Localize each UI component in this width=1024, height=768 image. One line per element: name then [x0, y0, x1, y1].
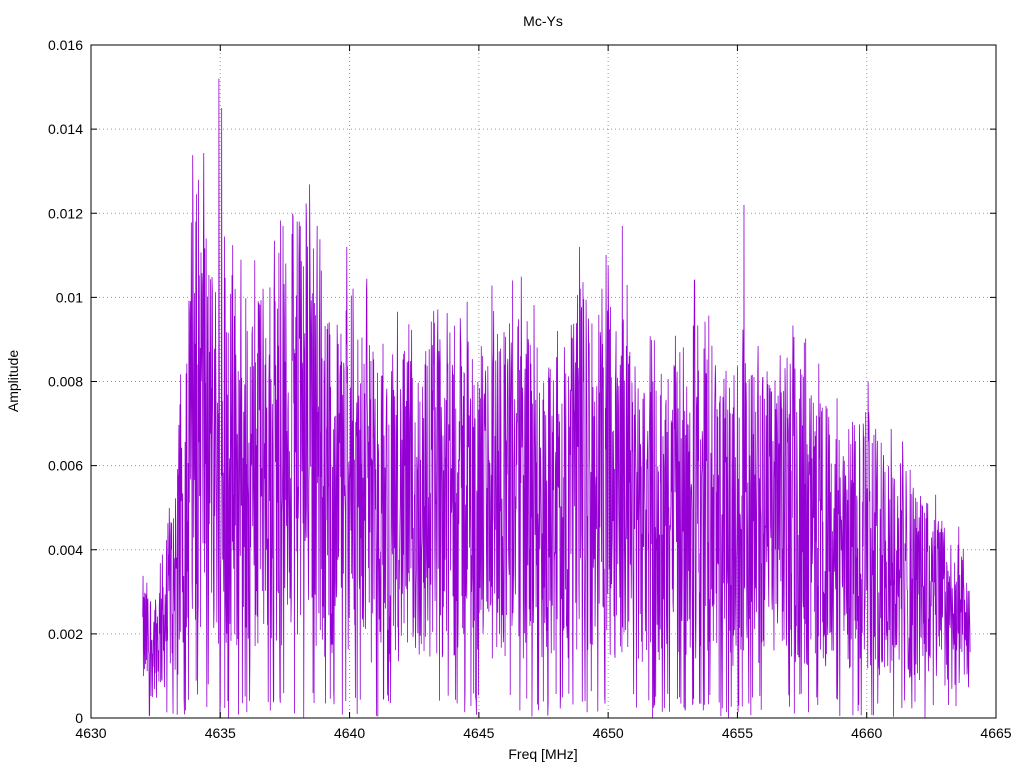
y-tick-label: 0.006: [48, 458, 83, 474]
y-tick-label: 0.01: [56, 289, 83, 305]
x-tick-label: 4645: [463, 725, 494, 741]
y-tick-label: 0.012: [48, 205, 83, 221]
x-tick-label: 4660: [851, 725, 882, 741]
series-layer: [142, 78, 971, 719]
x-tick-label: 4640: [334, 725, 365, 741]
x-axis-label: Freq [MHz]: [508, 746, 577, 762]
y-tick-label: 0.014: [48, 121, 83, 137]
y-tick-label: 0: [75, 710, 83, 726]
chart-title: Mc-Ys: [523, 13, 563, 29]
y-axis-label: Amplitude: [5, 350, 21, 412]
series-line: [142, 78, 971, 719]
y-tick-label: 0.002: [48, 626, 83, 642]
x-tick-label: 4650: [593, 725, 624, 741]
axis-ticks: 4630 4635 4640 4645 4650 4655 4660 4665 0 0.002 0.…: [48, 37, 1012, 741]
x-tick-label: 4665: [980, 725, 1011, 741]
y-tick-label: 0.004: [48, 542, 83, 558]
y-tick-label: 0.008: [48, 374, 83, 390]
x-tick-label: 4630: [75, 725, 106, 741]
x-tick-label: 4635: [205, 725, 236, 741]
x-tick-label: 4655: [722, 725, 753, 741]
y-tick-label: 0.016: [48, 37, 83, 53]
